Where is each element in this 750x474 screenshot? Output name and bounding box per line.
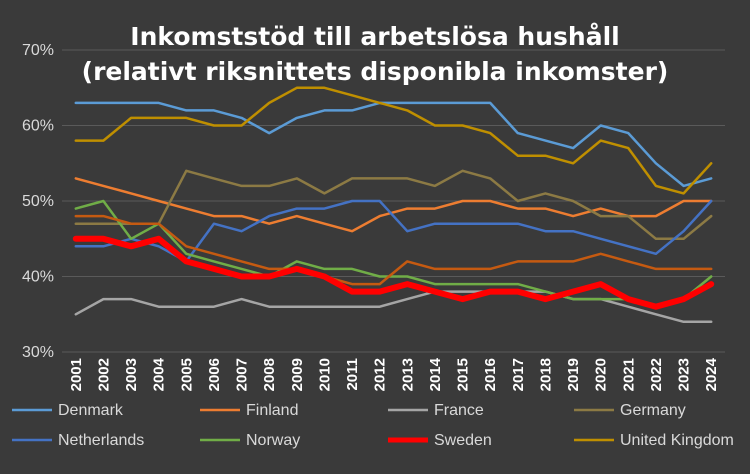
y-tick-label: 30% [22, 344, 54, 361]
legend-label-france: France [434, 402, 484, 419]
y-tick-label: 60% [22, 118, 54, 135]
x-tick-label: 2004 [151, 357, 168, 391]
x-tick-label: 2005 [178, 358, 195, 391]
x-tick-label: 2001 [68, 358, 85, 391]
x-tick-label: 2013 [399, 358, 416, 391]
legend-label-finland: Finland [246, 402, 298, 419]
y-tick-label: 70% [22, 42, 54, 59]
x-tick-label: 2008 [261, 358, 278, 391]
x-tick-label: 2010 [316, 358, 333, 391]
legend-label-norway: Norway [246, 432, 300, 449]
chart-title-line-1: Inkomststöd till arbetslösa hushåll [130, 22, 619, 51]
x-tick-label: 2012 [372, 358, 389, 391]
chart-title-line-2: (relativt riksnittets disponibla inkomst… [82, 57, 669, 86]
x-tick-label: 2003 [123, 358, 140, 391]
series-line-france [74, 290, 713, 324]
x-tick-label: 2018 [537, 358, 554, 391]
series-line-denmark [74, 101, 713, 188]
x-tick-label: 2015 [455, 358, 472, 391]
legend-label-denmark: Denmark [58, 402, 124, 419]
x-tick-label: 2023 [676, 358, 693, 391]
series-lines [72, 86, 715, 324]
x-tick-label: 2009 [289, 358, 306, 391]
x-tick-label: 2006 [206, 358, 223, 391]
legend: Denmark Finland France Germany Netherlands No… [12, 402, 734, 449]
x-axis: 2001 2002 2003 2004 2005 2006 2007 2008 2009 2010… [68, 357, 720, 391]
y-tick-label: 40% [22, 269, 54, 286]
x-tick-label: 2021 [620, 358, 637, 391]
legend-label-germany: Germany [620, 402, 686, 419]
x-tick-label: 2017 [510, 358, 527, 391]
y-tick-label: 50% [22, 193, 54, 210]
series-line-finland [74, 177, 713, 233]
series-line-germany [74, 169, 713, 241]
y-axis: 30% 40% 50% 60% 70% [22, 42, 54, 361]
series-line-united-kingdom [74, 86, 713, 195]
x-tick-label: 2011 [344, 358, 361, 391]
x-tick-label: 2024 [703, 357, 720, 391]
series-line-norway [74, 199, 713, 308]
legend-label-united-kingdom: United Kingdom [620, 432, 734, 449]
x-tick-label: 2007 [234, 358, 251, 391]
series-line-unlabeled [74, 214, 713, 286]
x-tick-label: 2014 [427, 357, 444, 391]
legend-label-sweden: Sweden [434, 432, 492, 449]
x-tick-label: 2020 [593, 358, 610, 391]
x-tick-label: 2022 [648, 358, 665, 391]
x-tick-label: 2016 [482, 358, 499, 391]
legend-label-netherlands: Netherlands [58, 432, 144, 449]
series-line-sweden [72, 235, 715, 310]
x-tick-label: 2002 [95, 358, 112, 391]
x-tick-label: 2019 [565, 358, 582, 391]
